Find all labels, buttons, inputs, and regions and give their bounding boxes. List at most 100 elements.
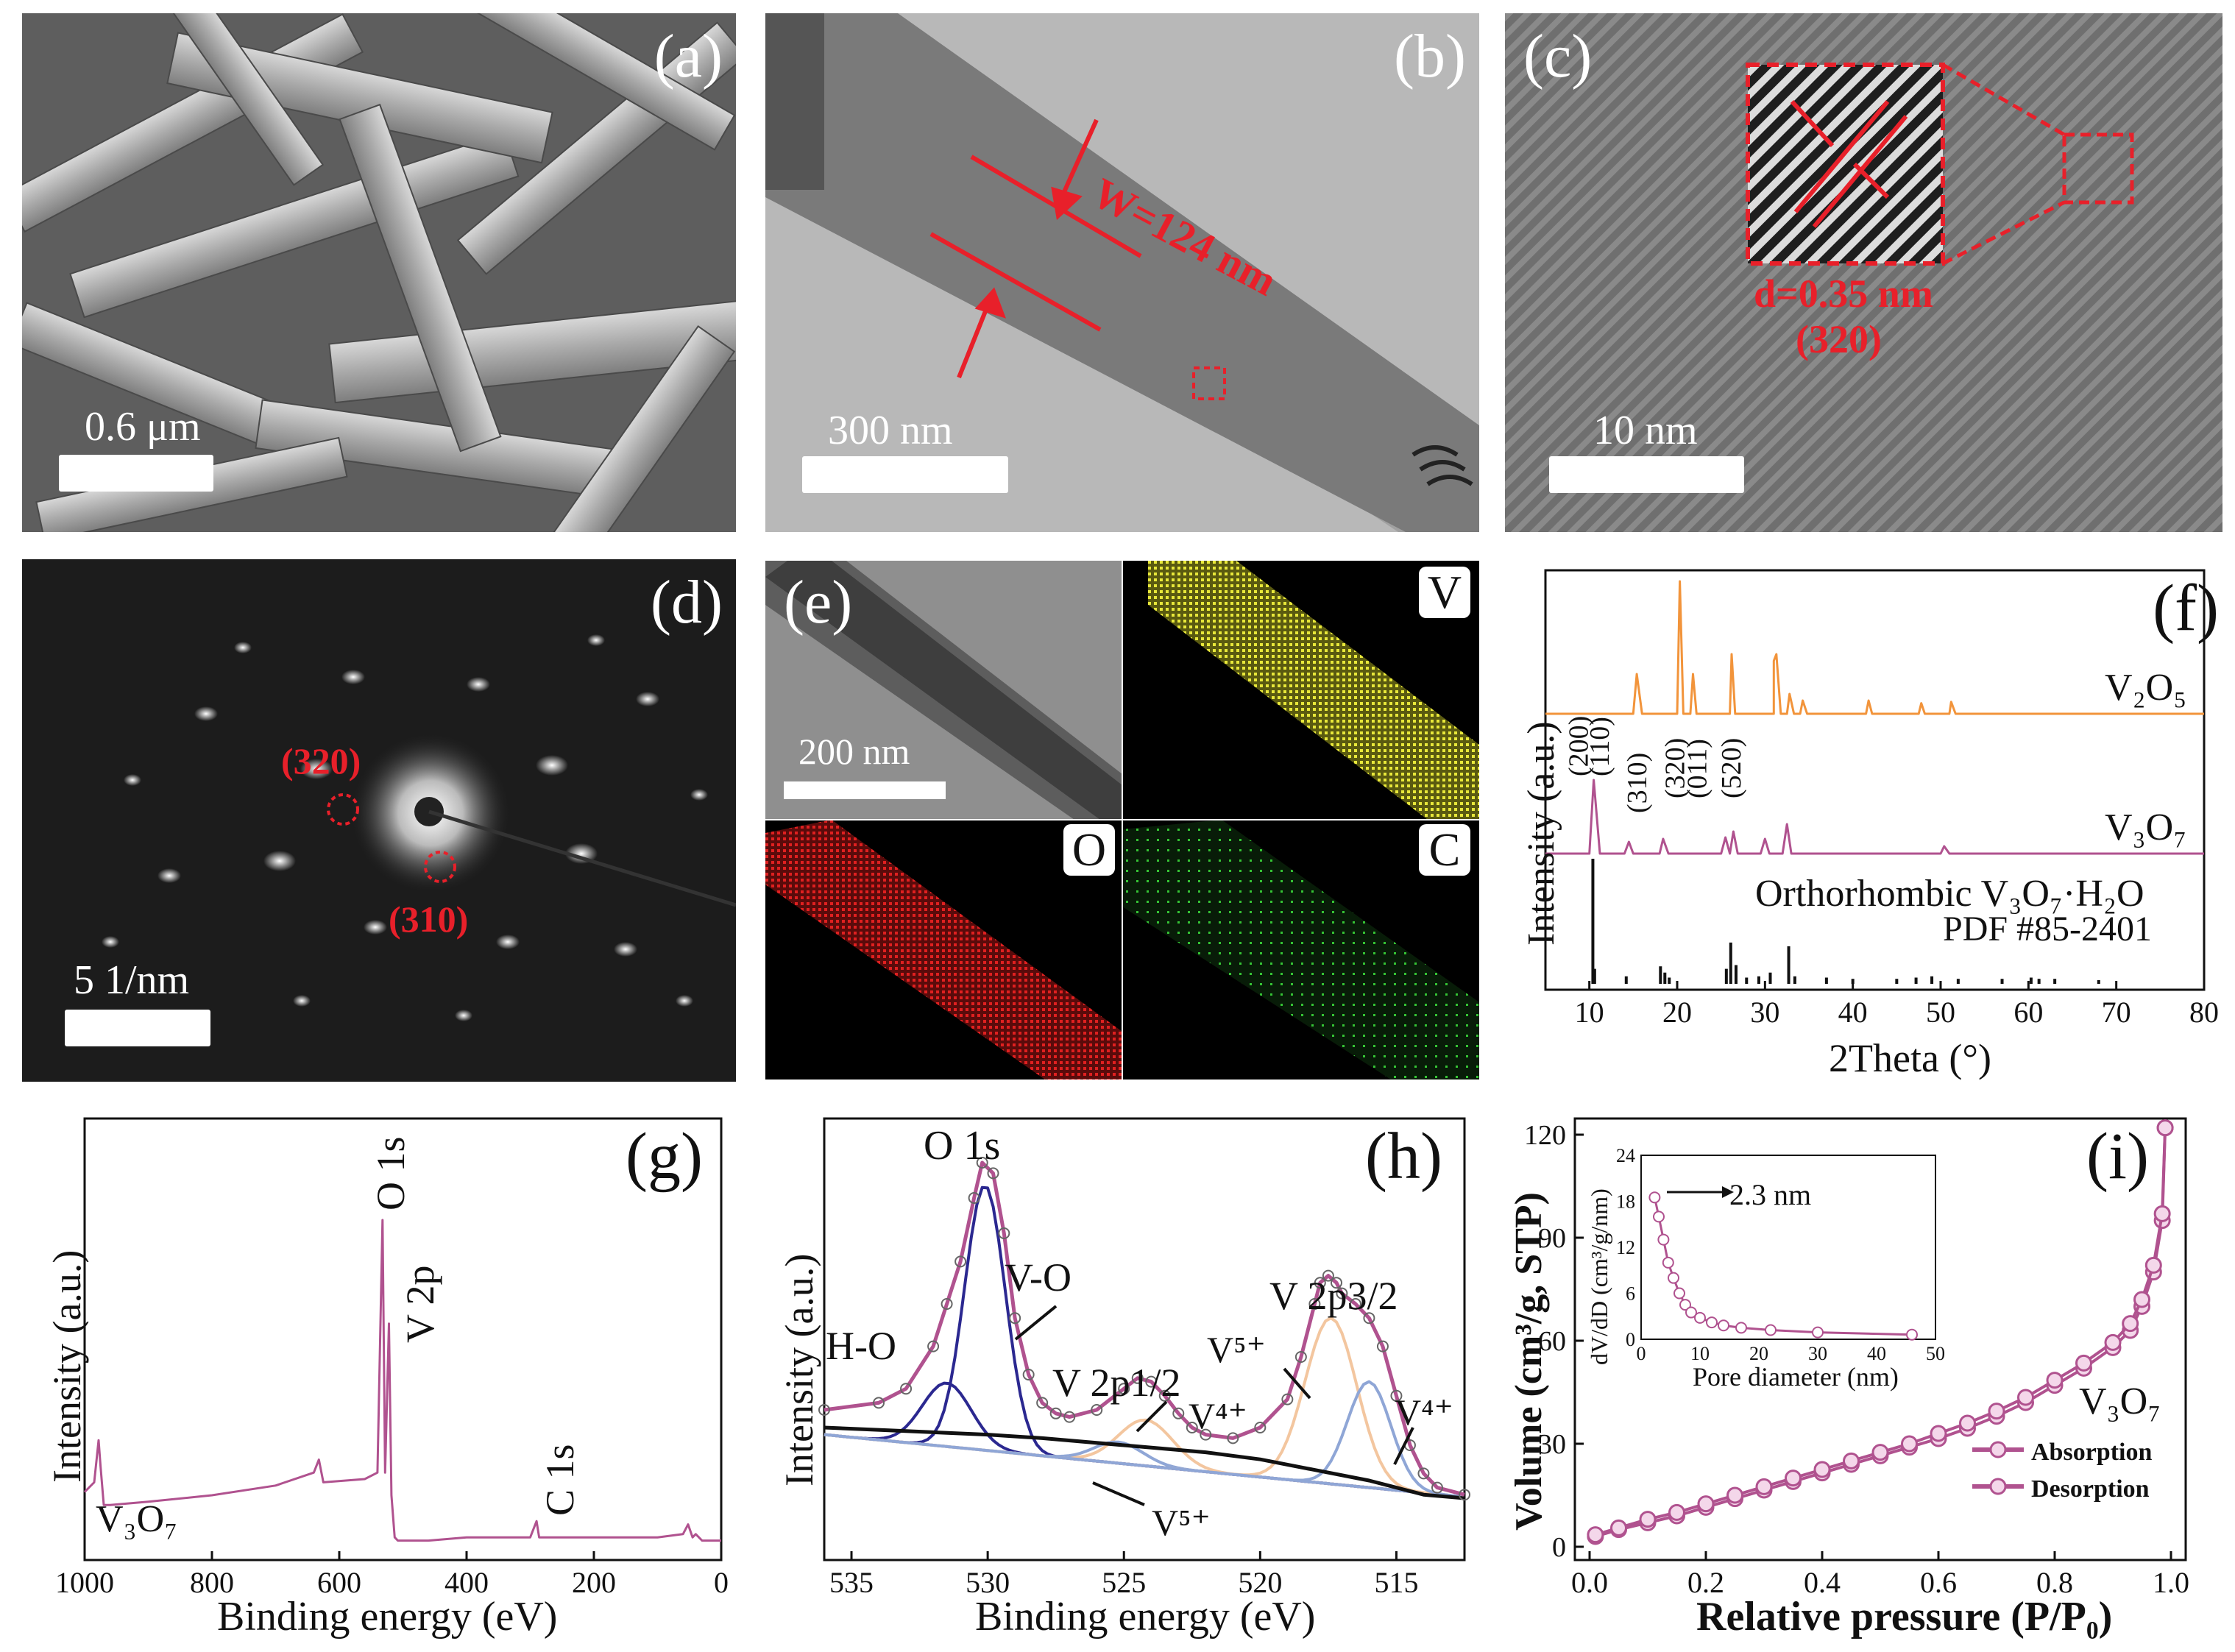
xrd-series-v2o5 bbox=[1545, 580, 2204, 715]
xrd-peak-label: (011) bbox=[1682, 739, 1712, 798]
bet-inset-marker bbox=[1653, 1210, 1665, 1223]
xps-fit-data-point bbox=[818, 1404, 830, 1416]
xps-fit-data-point bbox=[1431, 1481, 1443, 1494]
xps-fit-o1s: O 1s bbox=[924, 1123, 1001, 1169]
xrd-xtick-label: 30 bbox=[1750, 996, 1779, 1029]
bet-isotherm-svg: 0.0 0.2 0.4 0.6 0.8 1.0 0 30 60 90 120 0 10 20 30 40 50 0… bbox=[1524, 1117, 2189, 1599]
xrd-peak-label: (110) bbox=[1584, 717, 1615, 776]
xrd-reference-pdf: PDF #85-2401 bbox=[1943, 910, 2153, 949]
map-label-o: O bbox=[1063, 824, 1115, 876]
xps-fit-arrow bbox=[1014, 1305, 1058, 1341]
panel-d-spot-310: (310) bbox=[389, 898, 469, 940]
tem-rod-image bbox=[765, 13, 1479, 532]
xrd-chart-svg: 10 20 30 40 50 60 70 80 (200)(110)(310) (320)(011… bbox=[1544, 569, 2219, 1029]
xps-fit-data-point bbox=[900, 1383, 913, 1395]
bet-desorption-marker bbox=[1755, 1478, 1773, 1495]
xrd-y-label: Intensity (a.u.) bbox=[1520, 721, 1562, 946]
xps-fit-data-point bbox=[1227, 1432, 1239, 1444]
bet-inset-arrow-head bbox=[1722, 1186, 1734, 1198]
bet-inset-xtick-label: 20 bbox=[1749, 1343, 1768, 1364]
panel-e-eds: (e) 200 nm V O C bbox=[765, 561, 1479, 1080]
bet-inset-marker bbox=[1685, 1306, 1697, 1319]
xps-fit-data-point bbox=[1331, 1277, 1342, 1289]
saed-pattern-image bbox=[22, 559, 736, 1082]
bet-xtick-label: 0.4 bbox=[1804, 1566, 1841, 1599]
xrd-v3o7-label: V₃O₇ bbox=[2105, 806, 2187, 848]
xps-fit-xtick-label: 535 bbox=[829, 1566, 874, 1599]
xps-fit-background bbox=[823, 1425, 1465, 1500]
xps-survey-x-label: Binding energy (eV) bbox=[217, 1594, 558, 1639]
bet-desorption-marker bbox=[2133, 1291, 2150, 1308]
bet-desorption-marker bbox=[1959, 1414, 1976, 1432]
bet-inset-annotation: 2.3 nm bbox=[1729, 1178, 1812, 1211]
xps-fit-v4plus-b: V⁴⁺ bbox=[1395, 1392, 1453, 1433]
xps-fit-data-point bbox=[1363, 1312, 1375, 1325]
xps-fit-ho: H-O bbox=[826, 1324, 896, 1368]
xps-fit-data-point bbox=[1336, 1287, 1348, 1300]
bet-desorption-marker bbox=[1639, 1511, 1657, 1528]
xrd-series-v3o7 bbox=[1545, 779, 2204, 855]
xps-fit-data-point bbox=[1063, 1411, 1076, 1423]
xps-fit-vo: V-O bbox=[1005, 1255, 1072, 1300]
xps-fit-data-point bbox=[1049, 1407, 1062, 1419]
panel-f-letter: (f) bbox=[2153, 572, 2219, 645]
xps-fit-xtick-label: 515 bbox=[1374, 1566, 1418, 1599]
xps-survey-y-label: Intensity (a.u.) bbox=[45, 1249, 89, 1483]
xps-survey-xtick-label: 0 bbox=[714, 1566, 729, 1599]
xps-fit-data-point bbox=[1036, 1397, 1049, 1409]
xps-fit-data-point bbox=[1349, 1298, 1361, 1310]
xps-fit-v2p12: V 2p1/2 bbox=[1052, 1361, 1181, 1405]
xps-fit-plot-frame bbox=[823, 1117, 1466, 1561]
bet-inset-marker bbox=[1673, 1287, 1685, 1300]
panel-d-saed: (320) (310) (d) 5 1/nm bbox=[22, 559, 736, 1082]
bet-legend-absorption: Absorption bbox=[2031, 1439, 2153, 1466]
bet-inset-marker bbox=[1812, 1326, 1824, 1339]
xps-fit-data-point bbox=[873, 1397, 885, 1409]
panel-e-scale-bar bbox=[784, 781, 946, 799]
xps-fit-component bbox=[823, 1380, 1462, 1498]
bet-desorption-marker bbox=[1930, 1425, 1947, 1442]
xrd-xtick-label: 20 bbox=[1662, 996, 1692, 1029]
xps-fit-v4plus-a: V⁴⁺ bbox=[1189, 1395, 1247, 1436]
bet-inset-x-label: Pore diameter (nm) bbox=[1693, 1362, 1899, 1392]
bet-desorption-marker bbox=[2017, 1389, 2034, 1406]
xps-fit-data-point bbox=[927, 1340, 940, 1353]
xps-fit-svg: 535 530 525 520 515 bbox=[818, 1117, 1470, 1599]
panel-c-plane: (320) bbox=[1796, 317, 1882, 361]
bet-desorption-marker bbox=[1668, 1503, 1685, 1521]
panel-c-d-spacing: d=0.35 nm bbox=[1754, 272, 1933, 316]
panel-e-letter: (e) bbox=[784, 568, 853, 637]
xps-fit-data-point bbox=[1091, 1404, 1103, 1416]
bet-inset-marker bbox=[1906, 1328, 1918, 1341]
bet-inset-xtick-label: 10 bbox=[1690, 1343, 1710, 1364]
panel-d-letter: (d) bbox=[651, 568, 723, 637]
xps-fit-data-point bbox=[1417, 1467, 1430, 1480]
bet-inset-ytick-label: 0 bbox=[1626, 1329, 1635, 1350]
xps-fit-v5plus-b: V⁵⁺ bbox=[1207, 1329, 1266, 1370]
xps-fit-data-point bbox=[1294, 1351, 1307, 1363]
xps-fit-data-point bbox=[1254, 1422, 1267, 1433]
xps-sample-label: V₃O₇ bbox=[96, 1498, 178, 1540]
panel-h-xps-fit: 535 530 525 520 515 (h) O 1s V-O H-O V 2p1/2… bbox=[765, 1104, 1501, 1648]
xps-fit-data-point bbox=[1145, 1375, 1158, 1388]
map-label-c: C bbox=[1419, 824, 1470, 876]
xps-fit-arrow bbox=[1393, 1427, 1414, 1465]
bet-inset-marker bbox=[1706, 1316, 1718, 1329]
xps-fit-data-point bbox=[1322, 1269, 1334, 1282]
bet-desorption-marker bbox=[2104, 1333, 2122, 1351]
bet-xtick-label: 0.8 bbox=[2036, 1566, 2073, 1599]
xrd-xtick-label: 50 bbox=[1926, 996, 1955, 1029]
xps-o1s-label: O 1s bbox=[369, 1136, 413, 1210]
xrd-v2o5-label: V₂O₅ bbox=[2105, 667, 2187, 709]
xps-fit-data-point bbox=[941, 1298, 953, 1310]
bet-legend-marker bbox=[1989, 1478, 2007, 1495]
panel-i-letter: (i) bbox=[2086, 1120, 2149, 1193]
bet-inset-marker bbox=[1662, 1256, 1674, 1269]
xps-fit-data-point bbox=[987, 1167, 999, 1180]
panel-g-xps-survey: 1000 800 600 400 200 0 (g) O 1s V 2p C 1s V₃O… bbox=[22, 1104, 758, 1648]
bet-ytick-label: 60 bbox=[1538, 1326, 1566, 1357]
panel-c-letter: (c) bbox=[1523, 22, 1593, 91]
panel-c-hrtem: d=0.35 nm (320) (c) 10 nm bbox=[1505, 13, 2222, 532]
bet-y-label: Volume (cm³/g, STP) bbox=[1508, 1192, 1550, 1531]
bet-inset-marker bbox=[1765, 1324, 1777, 1336]
